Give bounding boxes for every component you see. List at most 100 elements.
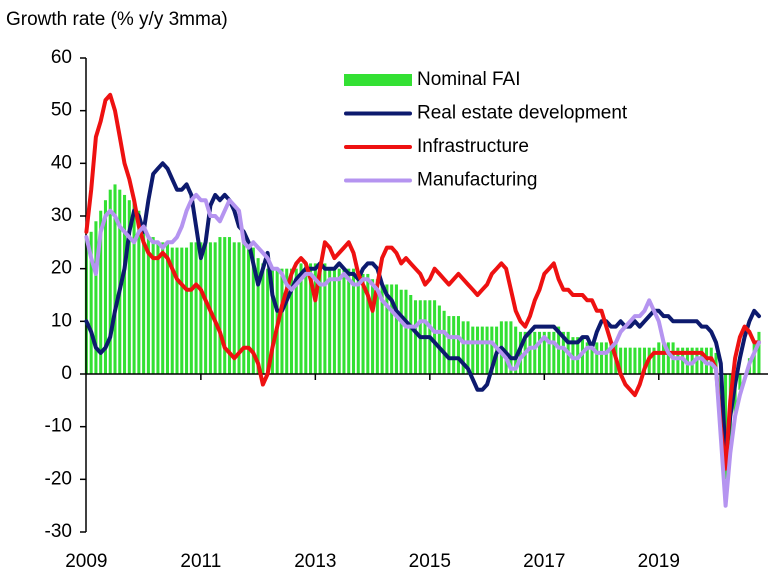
bar [514,326,518,374]
line [84,161,761,461]
bar [194,242,198,374]
bar [385,284,389,374]
bar [309,263,313,374]
bar [199,242,203,374]
bar [662,342,666,374]
bar [657,342,661,374]
bar [714,352,718,374]
bar [94,221,98,374]
bar [266,268,270,374]
bar [390,284,394,374]
x-tick-label: 2015 [409,551,451,572]
bar [561,331,565,374]
bar [666,342,670,374]
bar [313,263,317,374]
bar [475,326,480,374]
bar [347,268,351,374]
bar [175,247,179,374]
bar [247,247,251,374]
y-tick-label: 50 [51,100,72,121]
bar [628,347,632,374]
bar [652,347,656,374]
bar [289,268,294,374]
legend-label: Real estate development [417,103,628,124]
bar [123,194,127,374]
y-tick-label: 30 [51,205,72,226]
bar [108,189,112,374]
legend-swatch [344,74,412,86]
bar [218,237,222,374]
bar [242,242,246,374]
bar [452,316,456,374]
bar [270,268,274,374]
legend-label: Nominal FAI [417,69,520,90]
bar [371,279,375,374]
bar [328,268,332,374]
y-tick-label: 0 [61,363,72,384]
bar [127,200,131,374]
bar [638,347,642,374]
bar [480,326,484,374]
bar [318,263,322,374]
bar [146,237,150,374]
x-tick-label: 2011 [180,551,221,572]
bar [170,247,174,374]
legend-label: Infrastructure [417,136,529,157]
bar [757,331,761,374]
bar [609,342,613,374]
bar [533,331,537,374]
bar [204,242,208,374]
bar [456,316,460,374]
bar [103,200,107,374]
bar [676,347,680,374]
bar [623,347,627,374]
bar [256,258,260,374]
bar [595,342,599,374]
x-tick-label: 2019 [638,551,680,572]
bar [342,268,346,374]
bar [404,289,408,374]
bar [113,184,117,374]
bar [304,263,308,374]
bar [413,300,418,374]
bar [394,284,398,374]
bar [399,289,403,374]
bar [547,331,551,374]
bar [227,237,232,374]
bar [490,326,494,374]
bar [261,263,265,374]
x-tick-label: 2013 [294,551,336,572]
bar [447,316,451,374]
bar [738,374,742,390]
bar [471,326,475,374]
bar [380,284,384,374]
bar [356,273,360,374]
bar [156,242,160,374]
line [84,92,761,471]
bar [528,331,532,374]
bar [633,347,637,374]
bar [518,331,522,374]
bar [251,247,255,374]
bar [504,321,508,374]
bar [232,242,236,374]
bar [151,237,155,374]
bar [604,342,608,374]
bar [509,321,513,374]
bar [600,342,604,374]
y-tick-label: -30 [45,521,72,542]
bar [189,242,193,374]
line [84,192,761,508]
bar [442,310,446,374]
bar [461,321,465,374]
bar [332,268,336,374]
bar [299,263,303,374]
bar [466,321,470,374]
bar [142,231,146,374]
bar [590,342,594,374]
y-tick-label: 20 [51,258,72,279]
bar [538,331,542,374]
x-tick-label: 2017 [523,551,565,572]
bar [294,268,298,374]
